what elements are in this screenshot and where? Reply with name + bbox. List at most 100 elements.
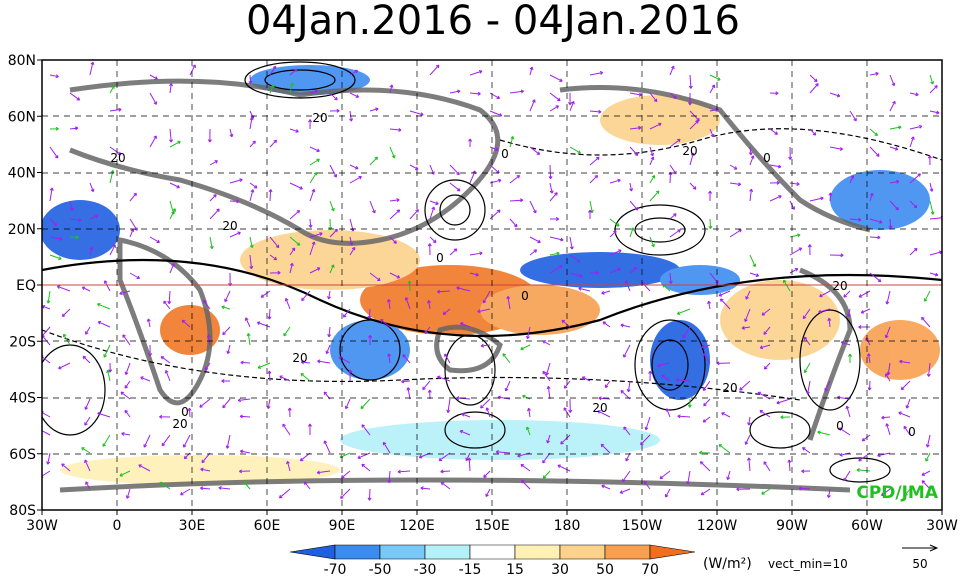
wind-vector (119, 290, 131, 296)
wind-vector (244, 317, 251, 328)
wind-vector (282, 423, 291, 436)
wind-vector (702, 353, 711, 364)
wind-vector (389, 198, 400, 203)
wind-vector (504, 380, 511, 392)
wind-vector (889, 74, 896, 87)
units-label: (W/m²) (703, 556, 752, 572)
wind-vector (427, 243, 432, 256)
colorbar-swatch (379, 544, 426, 560)
longitude-label: 120W (697, 518, 738, 534)
wind-vector (341, 470, 351, 479)
longitude-label: 60E (254, 518, 281, 534)
wind-vector (340, 488, 351, 499)
wind-vector (789, 247, 803, 256)
wind-vector (925, 434, 931, 448)
wind-vector (527, 407, 531, 418)
wind-vector (927, 155, 932, 166)
wind-vector (163, 300, 171, 310)
wind-vector (224, 290, 231, 303)
wind-vector (801, 469, 811, 474)
wind-vector (202, 299, 211, 310)
wind-vector (798, 486, 811, 491)
wind-vector (489, 92, 500, 100)
wind-vector (649, 190, 660, 202)
wind-vector (849, 217, 862, 222)
wind-vector (249, 182, 258, 189)
wind-vector (861, 434, 871, 442)
wind-vector (389, 84, 394, 94)
longitude-label: 0 (113, 518, 122, 534)
wind-vector (218, 486, 231, 490)
wind-vector (349, 164, 359, 170)
wind-vector (69, 126, 79, 131)
wind-vector (221, 305, 231, 310)
wind-vector (289, 128, 299, 133)
wind-vector (689, 182, 697, 190)
wind-vector (903, 425, 911, 436)
wind-vector (449, 164, 460, 176)
colorbar-label: -70 (324, 562, 347, 575)
wind-vector (109, 85, 115, 94)
wind-vector (569, 100, 575, 112)
contour-label: 0 (763, 151, 771, 165)
wind-vector (620, 390, 631, 400)
wind-vector (529, 99, 536, 112)
wind-vector (81, 286, 91, 292)
wind-vector (529, 249, 538, 256)
wind-vector (449, 248, 458, 256)
wind-vector (169, 182, 180, 189)
wind-vector (644, 416, 651, 431)
wind-vector (329, 228, 338, 238)
wind-vector (209, 208, 220, 220)
wind-vector (889, 100, 896, 112)
wind-vector (549, 236, 564, 242)
wind-vector (689, 120, 699, 130)
wind-vector (102, 434, 111, 447)
vector-note: vect_min=10 (768, 557, 848, 571)
wind-vector (749, 155, 755, 166)
wind-vector (349, 175, 362, 184)
wind-vector (549, 217, 560, 221)
wind-vector (97, 302, 111, 310)
wind-vector (688, 92, 692, 106)
wind-vector (807, 244, 812, 256)
wind-vector (682, 326, 691, 339)
wind-vector (888, 218, 893, 229)
wind-vector (929, 272, 939, 277)
wind-vector (589, 174, 599, 184)
wind-vector (69, 235, 79, 240)
wind-vector (446, 398, 451, 413)
wind-vector (557, 464, 571, 472)
wind-vector (167, 290, 172, 305)
wind-vector (640, 434, 651, 446)
wind-vector (289, 209, 301, 220)
wind-vector (676, 308, 691, 315)
wind-vector (342, 308, 351, 318)
wind-vector (827, 317, 832, 328)
wind-vector (338, 356, 351, 364)
wind-vector (317, 359, 331, 364)
wind-vector (344, 398, 351, 410)
contour-label: 20 (722, 381, 737, 395)
wind-vector (601, 290, 611, 295)
wind-vector (542, 452, 551, 464)
contour-label: 0 (436, 251, 444, 265)
wind-vector (69, 218, 82, 223)
wind-vector (124, 409, 131, 418)
wind-vector (249, 117, 254, 130)
wind-vector (119, 470, 131, 477)
wind-vector (623, 426, 631, 436)
wind-vector (843, 470, 851, 482)
wind-vector (61, 463, 71, 472)
wind-vector (529, 200, 537, 214)
wind-vector (329, 164, 338, 178)
wind-vector (869, 272, 882, 283)
wind-vector (180, 488, 191, 496)
wind-vector (497, 395, 511, 400)
wind-vector (129, 272, 140, 280)
wind-vector (138, 464, 151, 472)
wind-vector (688, 74, 693, 89)
wind-vector (763, 326, 771, 335)
wind-vector (160, 356, 171, 364)
wind-vector (609, 230, 617, 238)
